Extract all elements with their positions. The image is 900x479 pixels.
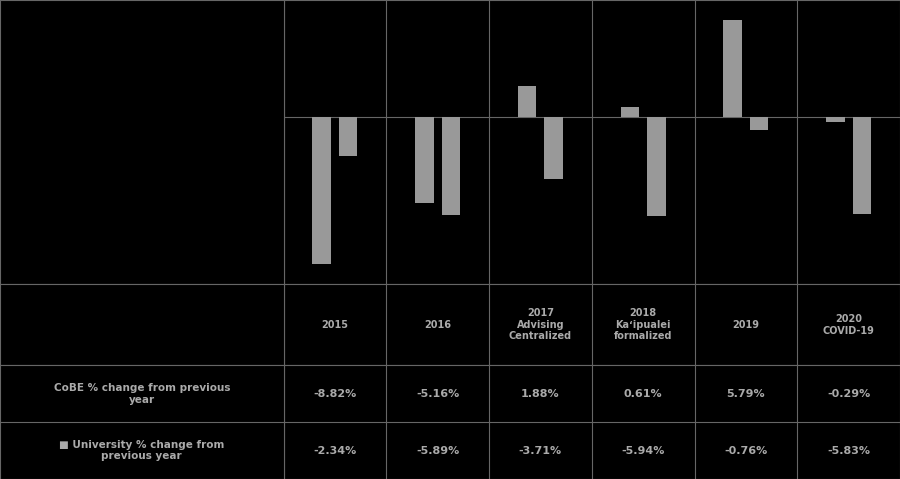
Text: 2017
Advising
Centralized: 2017 Advising Centralized bbox=[508, 308, 572, 342]
Text: -5.83%: -5.83% bbox=[827, 445, 870, 456]
Text: 5.79%: 5.79% bbox=[726, 389, 765, 399]
Text: -0.29%: -0.29% bbox=[827, 389, 870, 399]
Text: CoBE % change from previous
year: CoBE % change from previous year bbox=[53, 383, 230, 405]
Bar bbox=[312, 117, 331, 264]
Text: -8.82%: -8.82% bbox=[313, 389, 356, 399]
Text: -2.34%: -2.34% bbox=[313, 445, 356, 456]
Bar bbox=[544, 117, 563, 179]
Bar bbox=[620, 107, 639, 117]
Text: -3.71%: -3.71% bbox=[518, 445, 562, 456]
Text: 2020
COVID-19: 2020 COVID-19 bbox=[823, 314, 875, 336]
Bar bbox=[442, 117, 460, 216]
Text: -5.89%: -5.89% bbox=[416, 445, 459, 456]
Bar bbox=[339, 117, 357, 156]
Text: -5.16%: -5.16% bbox=[416, 389, 459, 399]
Text: 0.61%: 0.61% bbox=[624, 389, 662, 399]
Text: -0.76%: -0.76% bbox=[724, 445, 768, 456]
Text: 2018
Kaʻipualei
formalized: 2018 Kaʻipualei formalized bbox=[614, 308, 672, 342]
Text: 2016: 2016 bbox=[424, 320, 451, 330]
Text: ■ University % change from
previous year: ■ University % change from previous year bbox=[59, 440, 224, 461]
Text: -5.94%: -5.94% bbox=[621, 445, 665, 456]
Text: 1.88%: 1.88% bbox=[521, 389, 560, 399]
Bar bbox=[852, 117, 871, 215]
Bar bbox=[750, 117, 769, 130]
Text: 2015: 2015 bbox=[321, 320, 348, 330]
Bar bbox=[724, 20, 742, 117]
Bar bbox=[518, 86, 536, 117]
Bar bbox=[647, 117, 666, 217]
Bar bbox=[415, 117, 434, 203]
Bar bbox=[826, 117, 844, 122]
Text: 2019: 2019 bbox=[733, 320, 760, 330]
